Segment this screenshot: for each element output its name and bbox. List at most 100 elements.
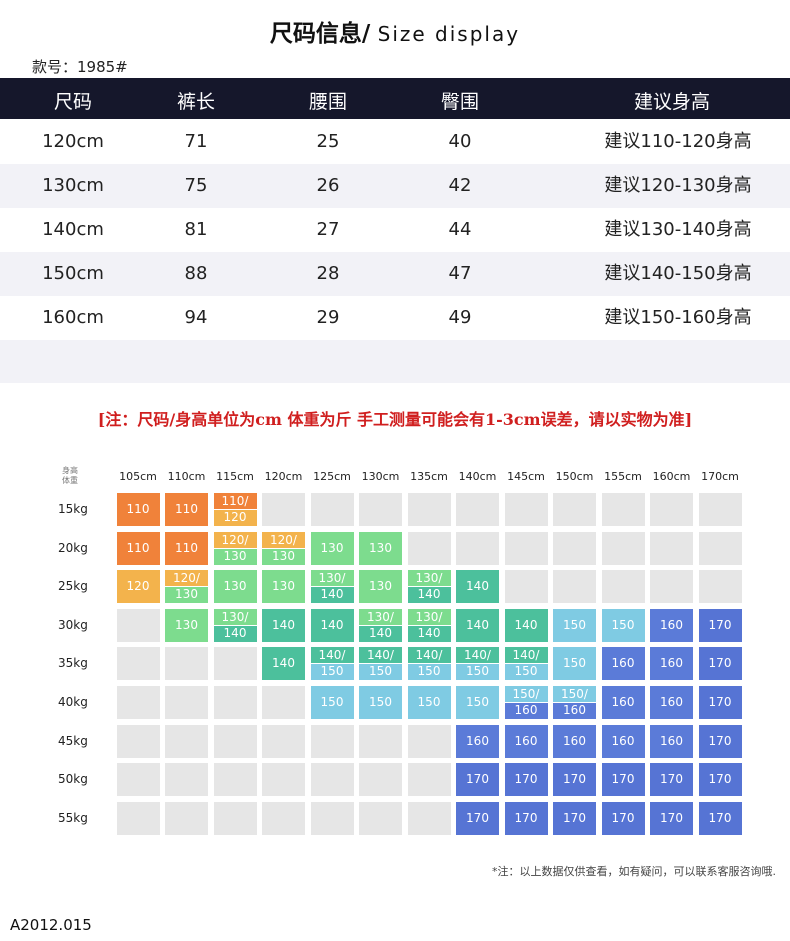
table-cell: 81 bbox=[184, 219, 208, 240]
size-mark: 140 bbox=[456, 570, 499, 604]
size-table-header: 尺码 裤长 腰围 臀围 建议身高 bbox=[0, 78, 790, 119]
grid-cell bbox=[310, 801, 354, 835]
table-cell: 40 bbox=[448, 131, 472, 152]
table-cell: 94 bbox=[184, 307, 208, 328]
grid-cell bbox=[601, 493, 645, 526]
grid-cell bbox=[698, 531, 742, 565]
height-header: 170cm bbox=[701, 470, 739, 483]
weight-header: 40kg bbox=[58, 695, 88, 709]
height-header: 135cm bbox=[410, 470, 448, 483]
weight-header: 35kg bbox=[58, 656, 88, 671]
height-header: 155cm bbox=[604, 470, 642, 483]
height-header: 105cm bbox=[119, 470, 157, 483]
product-code: A2012.015 bbox=[10, 916, 92, 934]
table-row: 140cm 81 27 44 建议130-140身高 bbox=[0, 208, 790, 252]
size-mark: 160 bbox=[504, 724, 548, 758]
size-mark: 170 bbox=[650, 801, 693, 835]
table-cell: 71 bbox=[184, 131, 208, 152]
table-cell: 130cm bbox=[42, 175, 104, 196]
table-cell: 建议110-120身高 bbox=[604, 131, 752, 152]
size-mark: 170 bbox=[504, 763, 548, 797]
size-mark: 170 bbox=[698, 647, 742, 681]
grid-cell bbox=[601, 570, 645, 604]
table-cell: 29 bbox=[316, 307, 340, 328]
grid-cell bbox=[553, 531, 596, 565]
size-mark: 160 bbox=[601, 647, 645, 681]
col-height: 建议身高 bbox=[633, 91, 711, 113]
grid-cell bbox=[407, 724, 451, 758]
size-mark: 170 bbox=[698, 686, 742, 719]
size-mark: 170 bbox=[553, 801, 596, 835]
weight-header: 20kg bbox=[58, 540, 88, 555]
grid-cell bbox=[359, 724, 402, 758]
grid-cell bbox=[165, 801, 208, 835]
size-mark: 120/130 bbox=[213, 531, 257, 565]
grid-cell bbox=[310, 493, 354, 526]
grid-cell bbox=[213, 801, 257, 835]
grid-cell bbox=[116, 801, 160, 835]
grid-cell bbox=[553, 493, 596, 526]
size-mark: 160 bbox=[650, 608, 693, 642]
grid-cell bbox=[504, 493, 548, 526]
size-mark: 160 bbox=[650, 647, 693, 681]
size-mark: 170 bbox=[553, 763, 596, 797]
table-row: 150cm 88 28 47 建议140-150身高 bbox=[0, 252, 790, 296]
height-header: 120cm bbox=[264, 470, 303, 483]
col-length: 裤长 bbox=[176, 91, 216, 113]
size-mark: 160 bbox=[601, 686, 645, 719]
size-mark: 170 bbox=[601, 763, 645, 797]
size-mark: 130 bbox=[165, 608, 208, 642]
grid-cell bbox=[456, 531, 499, 565]
grid-cell bbox=[213, 763, 257, 797]
height-header: 140cm bbox=[458, 470, 497, 483]
size-mark: 130 bbox=[213, 570, 257, 604]
grid-cell bbox=[359, 763, 402, 797]
weight-header: 30kg bbox=[58, 617, 88, 632]
grid-cell bbox=[165, 724, 208, 758]
table-cell: 26 bbox=[316, 175, 340, 196]
size-mark: 130/140 bbox=[310, 570, 354, 604]
size-mark: 170 bbox=[456, 801, 499, 835]
grid-cell bbox=[213, 647, 257, 681]
size-mark: 110/120 bbox=[213, 493, 257, 526]
grid-cell bbox=[359, 493, 402, 526]
grid-cell bbox=[553, 570, 596, 604]
size-mark: 170 bbox=[601, 801, 645, 835]
table-cell: 75 bbox=[184, 175, 208, 196]
size-mark: 130 bbox=[359, 570, 402, 604]
size-mark: 150 bbox=[407, 686, 451, 719]
size-mark: 120/130 bbox=[165, 570, 208, 604]
grid-cell bbox=[407, 531, 451, 565]
grid-cell bbox=[650, 570, 693, 604]
col-size: 尺码 bbox=[53, 91, 93, 113]
grid-cell bbox=[165, 763, 208, 797]
size-mark: 140/150 bbox=[504, 647, 548, 681]
height-header: 110cm bbox=[167, 470, 206, 483]
title-cn: 尺码信息/ bbox=[269, 21, 371, 47]
table-cell: 44 bbox=[448, 219, 472, 240]
size-mark: 170 bbox=[456, 763, 499, 797]
size-mark: 170 bbox=[698, 801, 742, 835]
weight-header: 15kg bbox=[58, 502, 88, 516]
table-cell: 27 bbox=[316, 219, 340, 240]
measurement-note: [注：尺码/身高单位为cm 体重为斤 手工测量可能会有1-3cm误差，请以实物为… bbox=[97, 410, 693, 429]
height-header: 115cm bbox=[216, 470, 254, 483]
table-cell: 49 bbox=[448, 307, 472, 328]
grid-cell bbox=[407, 763, 451, 797]
grid-cell bbox=[262, 763, 305, 797]
size-mark: 170 bbox=[698, 724, 742, 758]
grid-cell bbox=[116, 647, 160, 681]
weight-header: 45kg bbox=[58, 733, 88, 748]
size-mark: 130/140 bbox=[407, 570, 451, 604]
table-cell: 47 bbox=[448, 263, 472, 284]
table-cell: 120cm bbox=[42, 131, 104, 152]
title-en: Size display bbox=[377, 22, 521, 46]
grid-corner-label: 身高 体重 bbox=[62, 466, 78, 486]
table-cell: 建议140-150身高 bbox=[604, 263, 752, 284]
size-mark: 160 bbox=[553, 724, 596, 758]
size-mark: 130 bbox=[359, 531, 402, 565]
table-footer-band bbox=[0, 340, 790, 383]
size-mark: 140 bbox=[310, 608, 354, 642]
table-cell: 28 bbox=[316, 263, 340, 284]
weight-header: 50kg bbox=[58, 772, 88, 787]
